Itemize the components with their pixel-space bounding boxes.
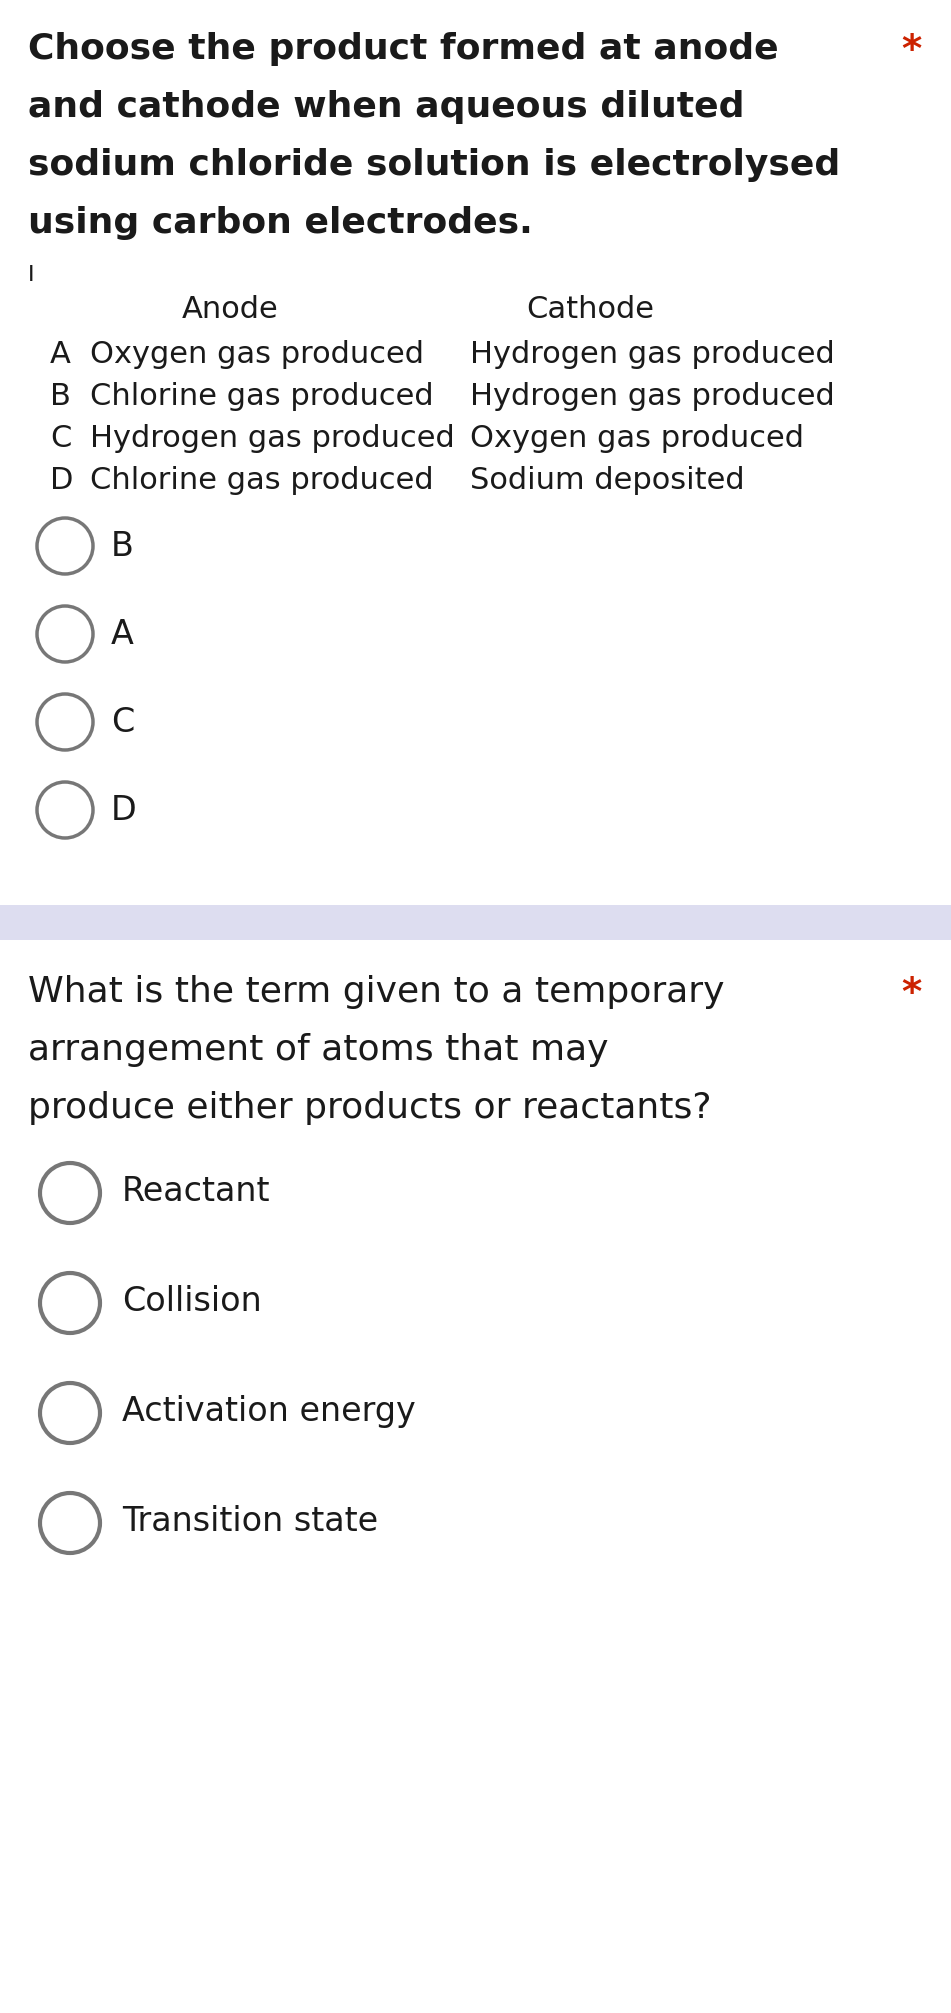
Text: A: A — [111, 618, 134, 650]
Text: D: D — [50, 465, 73, 495]
Text: Activation energy: Activation energy — [122, 1395, 416, 1427]
Text: D: D — [111, 793, 137, 827]
Text: Cathode: Cathode — [526, 296, 654, 324]
Text: Chlorine gas produced: Chlorine gas produced — [90, 465, 434, 495]
Text: Hydrogen gas produced: Hydrogen gas produced — [470, 340, 835, 368]
Text: Oxygen gas produced: Oxygen gas produced — [470, 425, 804, 453]
Text: C: C — [111, 707, 134, 739]
Text: and cathode when aqueous diluted: and cathode when aqueous diluted — [28, 91, 745, 125]
Text: *: * — [901, 974, 922, 1013]
Text: C: C — [50, 425, 71, 453]
Text: Reactant: Reactant — [122, 1176, 270, 1208]
Text: A: A — [50, 340, 71, 368]
Text: produce either products or reactants?: produce either products or reactants? — [28, 1091, 711, 1125]
Text: Sodium deposited: Sodium deposited — [470, 465, 745, 495]
Text: Anode: Anode — [182, 296, 279, 324]
Text: Transition state: Transition state — [122, 1506, 378, 1538]
Text: B: B — [111, 529, 134, 564]
Text: I: I — [28, 266, 34, 286]
Text: Collision: Collision — [122, 1284, 262, 1319]
Text: arrangement of atoms that may: arrangement of atoms that may — [28, 1033, 609, 1067]
Text: Chlorine gas produced: Chlorine gas produced — [90, 382, 434, 411]
Text: What is the term given to a temporary: What is the term given to a temporary — [28, 974, 725, 1009]
Text: using carbon electrodes.: using carbon electrodes. — [28, 205, 533, 240]
Text: Oxygen gas produced: Oxygen gas produced — [90, 340, 424, 368]
Text: Choose the product formed at anode: Choose the product formed at anode — [28, 32, 779, 66]
Bar — [0, 906, 951, 940]
Text: Hydrogen gas produced: Hydrogen gas produced — [470, 382, 835, 411]
Text: sodium chloride solution is electrolysed: sodium chloride solution is electrolysed — [28, 149, 841, 181]
Text: *: * — [901, 32, 922, 70]
Text: B: B — [50, 382, 71, 411]
Text: Hydrogen gas produced: Hydrogen gas produced — [90, 425, 455, 453]
